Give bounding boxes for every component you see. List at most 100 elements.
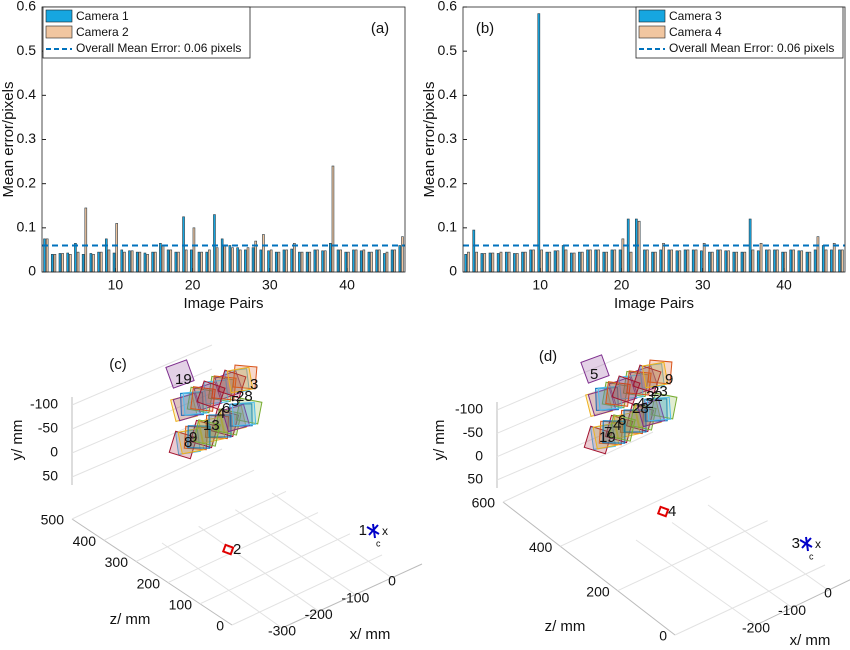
bar (367, 251, 371, 273)
bar (213, 214, 216, 273)
calibration-board (592, 422, 620, 450)
bar (383, 253, 386, 273)
board-label: 42 (637, 395, 654, 412)
bar (830, 249, 833, 273)
calibration-board (187, 425, 211, 449)
y-tick-label: 0.6 (438, 0, 458, 14)
y-tick-label: 0.2 (17, 174, 37, 190)
board-label: 23 (651, 383, 668, 400)
bar (290, 248, 293, 273)
board-label: 8 (184, 434, 192, 451)
bar (205, 251, 209, 273)
bar (678, 250, 682, 273)
bar (274, 251, 278, 273)
bar (375, 249, 378, 273)
bar (759, 242, 763, 273)
bar (393, 249, 397, 273)
bar (524, 251, 527, 273)
axis-line (71, 518, 233, 626)
calibration-board (608, 414, 636, 442)
bar (112, 252, 116, 273)
bar (370, 251, 373, 273)
board-label: 28 (236, 388, 253, 405)
bar (331, 165, 335, 273)
calibration-board (602, 420, 626, 444)
bar (513, 253, 516, 273)
grid-line (271, 492, 393, 579)
legend-label: Camera 3 (669, 9, 722, 23)
y-tick-label: -100 (455, 401, 483, 417)
bar (654, 251, 657, 273)
board-label: 6 (618, 412, 626, 429)
bar (580, 251, 584, 273)
x-tick-label: 20 (185, 277, 201, 293)
bar (637, 220, 641, 273)
bar (298, 251, 301, 273)
bar (313, 249, 317, 273)
bar (200, 251, 203, 273)
grid-line (235, 509, 356, 596)
grid-line (496, 419, 638, 481)
bar (832, 242, 836, 273)
bar (553, 250, 557, 273)
bar (385, 251, 389, 273)
panel-label: (c) (109, 356, 127, 373)
bar (821, 245, 825, 273)
bar (765, 249, 768, 273)
camera-axis-label: x (815, 537, 821, 551)
z-tick-label: 300 (105, 554, 129, 570)
camera-axis-subscript: c (376, 538, 381, 548)
y-tick-label: 0 (449, 263, 457, 279)
bar (282, 249, 286, 273)
bar (775, 249, 779, 273)
calibration-board (641, 361, 669, 389)
bar (269, 249, 273, 273)
y-tick-label: 0.5 (17, 42, 37, 58)
bar (618, 249, 622, 273)
bar (251, 247, 255, 273)
axis-line (755, 579, 850, 626)
bar (691, 249, 695, 273)
bar (572, 252, 576, 273)
x-tick-label: -100 (778, 602, 806, 618)
board-label: 9 (665, 371, 673, 388)
bar (50, 254, 54, 273)
grid-line (560, 475, 711, 547)
bar (586, 249, 589, 273)
bar (316, 249, 319, 273)
bar (532, 249, 535, 273)
y-tick-label: -50 (38, 420, 58, 436)
camera-marker (366, 523, 380, 539)
y-tick-label: 0.4 (17, 86, 37, 102)
bar (659, 249, 663, 273)
bar (305, 251, 309, 273)
calibration-board (226, 366, 254, 394)
calibration-board (597, 385, 623, 411)
axis-line (281, 563, 423, 629)
bar (824, 249, 828, 273)
z-tick-label: 500 (41, 512, 65, 528)
legend-label: Camera 4 (669, 25, 722, 39)
bar (537, 13, 541, 273)
bar (159, 242, 162, 273)
bar (197, 251, 201, 273)
bar (262, 234, 265, 273)
x-tick-label: 40 (339, 277, 355, 293)
x-tick-label: 20 (614, 277, 630, 293)
bar (259, 249, 263, 273)
bar (621, 238, 625, 273)
z-tick-label: 0 (216, 618, 224, 634)
y-axis-label: Mean error/pixels (0, 82, 17, 198)
x-tick-label: 40 (776, 277, 792, 293)
calibration-board (193, 419, 221, 447)
axis-line (502, 501, 676, 636)
bar (629, 251, 633, 273)
bar (308, 251, 312, 273)
bar (545, 251, 549, 273)
camera-marker (656, 505, 670, 518)
legend-label: Camera 1 (76, 9, 129, 23)
legend-label: Overall Mean Error: 0.06 pixels (76, 41, 241, 55)
x-tick-label: -200 (305, 606, 333, 622)
calibration-board (231, 401, 257, 427)
bar (99, 251, 103, 273)
